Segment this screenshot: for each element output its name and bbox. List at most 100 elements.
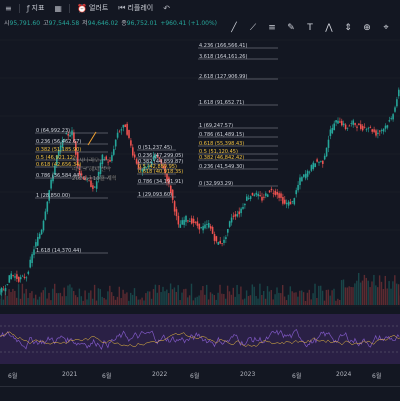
candle-body — [238, 211, 240, 214]
volume-bar — [394, 275, 395, 305]
candle-body — [366, 129, 368, 130]
volume-bar — [208, 299, 209, 305]
volume-bar — [54, 284, 55, 305]
candle-body — [180, 224, 182, 227]
time-tick-label: 2021 — [62, 371, 77, 378]
volume-bar — [126, 292, 127, 305]
candle-body — [242, 207, 244, 209]
time-tick-label: 6월 — [372, 371, 381, 380]
volume-bar — [377, 287, 378, 305]
fib-left-label: 0 (64,992.23) — [36, 128, 70, 134]
candle-body — [273, 193, 275, 194]
volume-bar — [387, 288, 388, 305]
volume-bar — [320, 286, 321, 305]
volume-bar — [149, 291, 150, 305]
volume-bar — [324, 301, 325, 305]
candle-body — [320, 161, 322, 162]
candle-body — [311, 165, 313, 171]
volume-bar — [92, 299, 93, 305]
volume-bar — [141, 298, 142, 305]
volume-bar — [255, 296, 256, 305]
volume-bar — [309, 290, 310, 305]
candle-body — [0, 289, 1, 295]
candle-body — [290, 202, 292, 205]
volume-bar — [214, 295, 215, 305]
volume-bar — [119, 287, 120, 305]
volume-bar — [356, 281, 357, 305]
volume-bar — [151, 299, 152, 305]
volume-bar — [259, 284, 260, 305]
candle-body — [28, 272, 30, 274]
volume-bar — [174, 287, 175, 305]
volume-bar — [128, 301, 129, 305]
volume-bar — [191, 284, 192, 305]
volume-bar — [7, 296, 8, 305]
volume-bar — [235, 297, 236, 305]
volume-bar — [290, 286, 291, 305]
candle-body — [212, 227, 214, 234]
candle-body — [352, 120, 354, 124]
candle-body — [202, 226, 204, 230]
volume-bar — [94, 285, 95, 305]
volume-bar — [398, 284, 399, 305]
candle-body — [16, 274, 18, 279]
fib-right-label: 0.786 (61,489.15) — [199, 132, 244, 138]
volume-bar — [178, 285, 179, 305]
volume-bar — [297, 297, 298, 305]
candle-body — [189, 221, 191, 222]
volume-bar — [271, 290, 272, 305]
volume-bar — [121, 298, 122, 305]
volume-bar — [176, 292, 177, 305]
candle-body — [121, 129, 123, 130]
candle-body — [109, 160, 111, 162]
candle-body — [43, 221, 45, 231]
volume-bar — [276, 287, 277, 305]
volume-bar — [198, 296, 199, 305]
candle-body — [240, 209, 242, 213]
volume-bar — [197, 297, 198, 305]
candle-body — [354, 123, 356, 125]
candle-body — [250, 196, 252, 199]
candle-body — [45, 211, 47, 219]
volume-bar — [179, 300, 180, 305]
candle-body — [41, 230, 43, 234]
candle-body — [248, 198, 250, 199]
candle-body — [37, 237, 39, 246]
candle-body — [328, 140, 330, 148]
volume-bar — [292, 291, 293, 305]
volume-bar — [337, 299, 338, 305]
candle-body — [214, 234, 216, 241]
volume-bar — [200, 290, 201, 305]
volume-bar — [330, 296, 331, 305]
volume-bar — [229, 291, 230, 305]
volume-bar — [138, 300, 139, 305]
volume-bar — [81, 296, 82, 305]
candle-body — [128, 130, 130, 138]
volume-bar — [122, 290, 123, 305]
volume-bar — [60, 293, 61, 305]
candle-body — [197, 221, 199, 225]
volume-bar — [86, 299, 87, 305]
candle-body — [330, 130, 332, 137]
candle-body — [280, 193, 282, 197]
volume-bar — [240, 287, 241, 305]
fib-left-label: 1 (28,850.00) — [36, 193, 70, 199]
scenario-label: 리스크 헤지 전략 — [72, 165, 111, 173]
candle-body — [351, 123, 353, 124]
volume-bar — [56, 293, 57, 305]
volume-bar — [257, 299, 258, 305]
volume-bar — [157, 293, 158, 305]
volume-bar — [343, 279, 344, 305]
volume-bar — [280, 293, 281, 305]
volume-bar — [130, 293, 131, 305]
candle-body — [235, 214, 237, 216]
candle-body — [284, 200, 286, 204]
candle-body — [111, 155, 113, 161]
candle-body — [314, 163, 316, 167]
volume-bar — [206, 285, 207, 305]
volume-bar — [98, 288, 99, 305]
candle-body — [210, 226, 212, 228]
volume-bar — [299, 291, 300, 305]
